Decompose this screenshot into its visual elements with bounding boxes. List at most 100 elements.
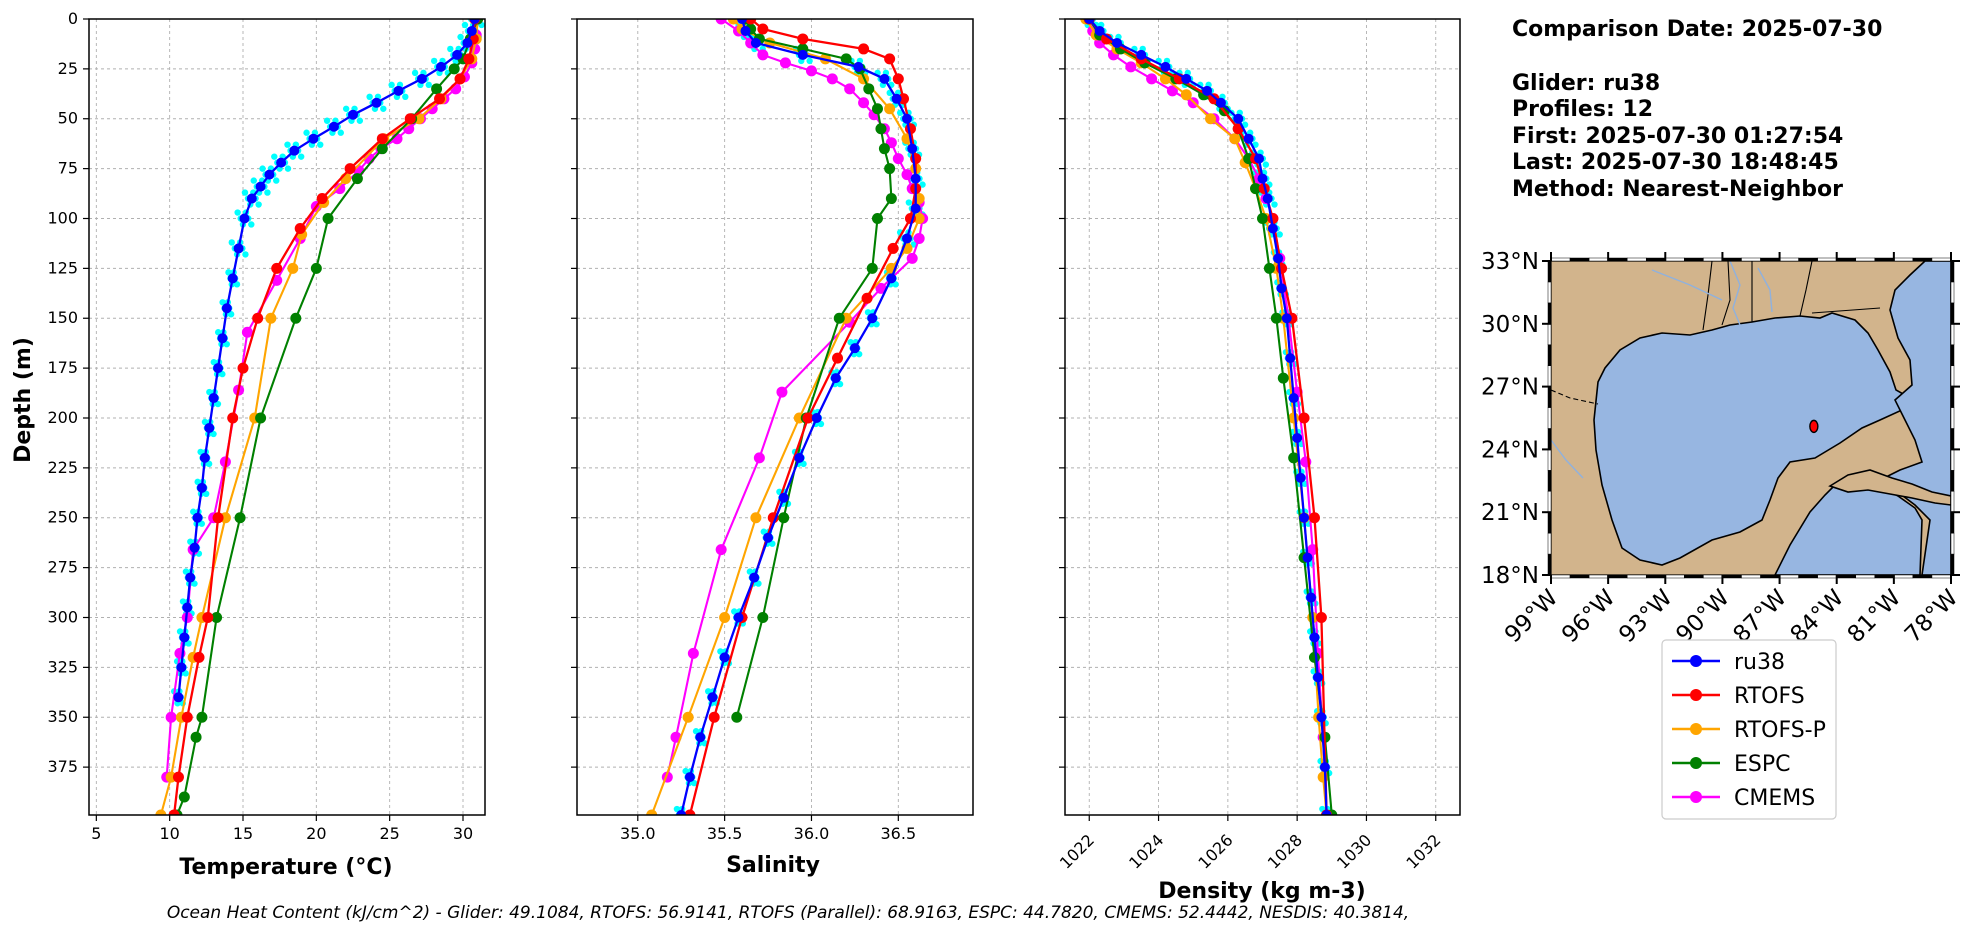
salinity-glider-profile-point: [673, 805, 681, 813]
temperature-point-ru38: [233, 243, 244, 254]
map-border-stripe: [1665, 574, 1685, 579]
temperature-glider-profile-point: [388, 81, 395, 89]
profile-count: Profiles: 12: [1512, 97, 1653, 122]
temperature-point-ru38: [176, 662, 187, 673]
legend-marker-swatch: [1690, 757, 1702, 769]
map-border-stripe: [1645, 574, 1666, 579]
map-border-stripe: [1893, 574, 1914, 579]
density-x-tick-label: 1026: [1194, 830, 1236, 872]
salinity-point-rtofs-p: [884, 103, 896, 115]
map-rivers: [1551, 261, 1773, 479]
salinity-panel: 35.0 35.5 36.0 36.5 Salinity: [571, 10, 974, 878]
map-border-stripe: [1547, 511, 1552, 534]
salinity-point-ru38: [737, 19, 747, 24]
temperature-point-espc: [255, 412, 267, 424]
map-latitude-label: 24°N: [1481, 437, 1539, 463]
map-border-stripe: [1950, 323, 1955, 345]
density-x-tick-label: 1022: [1056, 830, 1098, 872]
temperature-glider-profile-point: [473, 10, 479, 16]
salinity-point-ru38: [749, 572, 760, 583]
salinity-point-cmems: [805, 65, 817, 77]
temperature-point-ru38: [196, 482, 207, 493]
map-border-stripe: [1684, 574, 1704, 579]
glider-location-marker: [1809, 419, 1819, 434]
density-point-ru38: [1262, 193, 1273, 204]
map-border-stripe: [1931, 257, 1952, 262]
temperature-glider-profile-point: [323, 117, 331, 124]
legend-items: ru38 RTOFS RTOFS-P ESPC CMEMS: [1672, 650, 1826, 811]
depth-tick-label: 50: [58, 109, 78, 128]
salinity-glider-profile-point: [682, 818, 688, 824]
density-point-cmems: [1166, 85, 1178, 97]
salinity-point-cmems: [892, 153, 904, 165]
temperature-plot-area: [155, 10, 485, 815]
map-cuba: [1828, 469, 1951, 506]
temperature-x-tick-label: 10: [159, 824, 179, 843]
depth-tick-label: 150: [47, 308, 78, 327]
density-point-espc: [1263, 262, 1275, 274]
salinity-axes-frame: [576, 18, 974, 816]
temperature-point-ru38: [227, 273, 238, 284]
salinity-point-espc: [871, 103, 883, 115]
temperature-glider-profile-point: [206, 388, 213, 396]
salinity-point-cmems: [715, 19, 727, 25]
map-river-alabama: [1757, 267, 1773, 313]
map-border-stripe: [1855, 574, 1876, 579]
temperature-glider-profile-point: [430, 57, 438, 65]
last-profile-time: Last: 2025-07-30 18:48:45: [1512, 150, 1839, 175]
density-point-espc: [1250, 183, 1262, 195]
temperature-glider-profile-point: [461, 21, 469, 29]
map-border-stripe: [1912, 574, 1933, 579]
salinity-point-rtofs-p: [727, 19, 739, 25]
map-border-stripe: [1626, 574, 1647, 579]
temperature-glider-profile-point: [317, 141, 324, 148]
salinity-glider-profile-point: [740, 10, 746, 16]
temperature-point-rtofs: [404, 113, 416, 125]
salinity-point-espc: [731, 711, 743, 723]
salinity-point-ru38: [902, 233, 912, 244]
map-border-stripe: [1836, 574, 1857, 579]
salinity-point-ru38: [886, 273, 897, 284]
salinity-point-espc: [885, 193, 897, 205]
map-border-stripe: [1547, 532, 1552, 555]
density-glider-profile-point: [1322, 818, 1328, 824]
map-border-stripe: [1547, 449, 1552, 471]
first-profile-time: First: 2025-07-30 01:27:54: [1512, 124, 1843, 149]
salinity-point-rtofs: [887, 242, 899, 254]
salinity-point-rtofs-p: [913, 212, 925, 224]
salinity-point-rtofs: [892, 73, 904, 85]
map-border-mexico-us: [1551, 389, 1599, 405]
salinity-point-espc: [878, 143, 890, 155]
gulf-of-mexico-map: 33°N 30°N 27°N 24°N 21°N 18°N 99°W96°W93°W90°…: [1481, 249, 1963, 648]
salinity-point-cmems: [776, 386, 788, 398]
density-point-ru38: [1306, 592, 1317, 603]
temperature-point-ru38: [182, 602, 193, 613]
map-border-stripe: [1550, 257, 1571, 262]
temperature-point-ru38: [221, 303, 232, 314]
depth-tick-label: 175: [47, 358, 78, 377]
temperature-point-ru38: [189, 542, 200, 553]
map-border-stripe: [1798, 574, 1818, 579]
map-border-stripe: [1645, 257, 1666, 262]
ocean-heat-content-footer: Ocean Heat Content (kJ/cm^2) - Glider: 4…: [167, 903, 1409, 923]
salinity-plot-area: [646, 10, 929, 824]
temperature-point-espc: [431, 83, 443, 95]
density-point-ru38: [1321, 810, 1332, 815]
map-border-stripe: [1547, 281, 1552, 304]
depth-tick-label: 225: [47, 458, 78, 477]
temperature-point-ru38: [255, 181, 266, 192]
salinity-point-rtofs: [884, 53, 896, 65]
map-border-stripe: [1760, 574, 1780, 579]
salinity-point-ru38: [719, 652, 730, 663]
map-border-stripe: [1874, 574, 1895, 579]
salinity-glider-profile-point: [755, 580, 762, 587]
salinity-line-rtofs-p: [650, 19, 921, 815]
density-point-espc: [1257, 212, 1268, 224]
salinity-point-cmems: [875, 282, 887, 294]
salinity-point-cmems: [687, 647, 699, 659]
temperature-glider-profile-point: [255, 201, 262, 208]
density-point-rtofs: [1308, 512, 1320, 524]
temperature-glider-profile-point: [457, 33, 464, 41]
temperature-x-tick-label: 15: [233, 824, 253, 843]
map-border-stripe: [1547, 365, 1552, 387]
